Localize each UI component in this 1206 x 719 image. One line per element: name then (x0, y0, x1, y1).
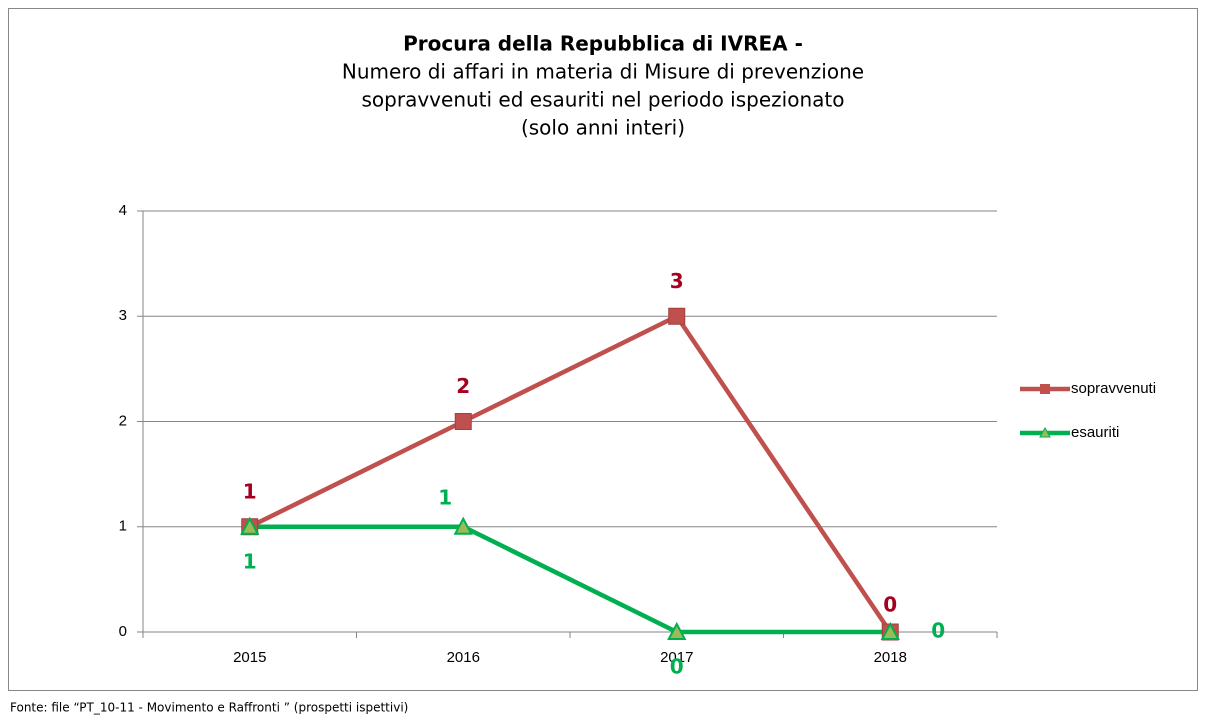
x-tick-label: 2016 (447, 649, 480, 666)
point-marker (667, 621, 687, 640)
data-label: 1 (243, 479, 257, 503)
data-label: 1 (438, 485, 452, 509)
source-note: Fonte: file “PT_10-11 - Movimento e Raff… (10, 701, 408, 715)
legend-label: sopravvenuti (1071, 380, 1156, 397)
chart-title: Procura della Repubblica di IVREA - (403, 32, 803, 56)
legend-label: esauriti (1071, 424, 1119, 441)
x-tick-label: 2015 (233, 649, 266, 666)
chart-title: sopravvenuti ed esauriti nel periodo isp… (362, 88, 845, 112)
data-label: 0 (670, 655, 684, 679)
data-label: 1 (243, 549, 257, 573)
point-marker (880, 621, 900, 640)
point-marker (668, 307, 686, 325)
legend-marker (1040, 384, 1050, 394)
x-tick-label: 2018 (874, 649, 907, 666)
x-tick-label: 2017 (660, 649, 693, 666)
y-tick-label: 4 (119, 202, 127, 219)
y-tick-label: 3 (119, 307, 127, 324)
chart-title: Numero di affari in materia di Misure di… (342, 60, 864, 84)
point-marker (454, 413, 472, 430)
y-tick-label: 0 (119, 623, 127, 640)
data-label: 0 (931, 619, 945, 643)
chart-title: (solo anni interi) (521, 116, 685, 140)
data-label: 0 (883, 593, 897, 617)
chart-frame (8, 8, 1198, 691)
series-line (248, 313, 893, 634)
data-label: 3 (670, 269, 684, 293)
point-marker (240, 516, 260, 535)
y-tick-label: 1 (119, 518, 127, 535)
y-tick-label: 2 (119, 412, 127, 429)
point-marker (453, 516, 473, 535)
data-label: 2 (456, 374, 470, 398)
series-line (249, 524, 891, 635)
legend-marker (1039, 426, 1051, 438)
